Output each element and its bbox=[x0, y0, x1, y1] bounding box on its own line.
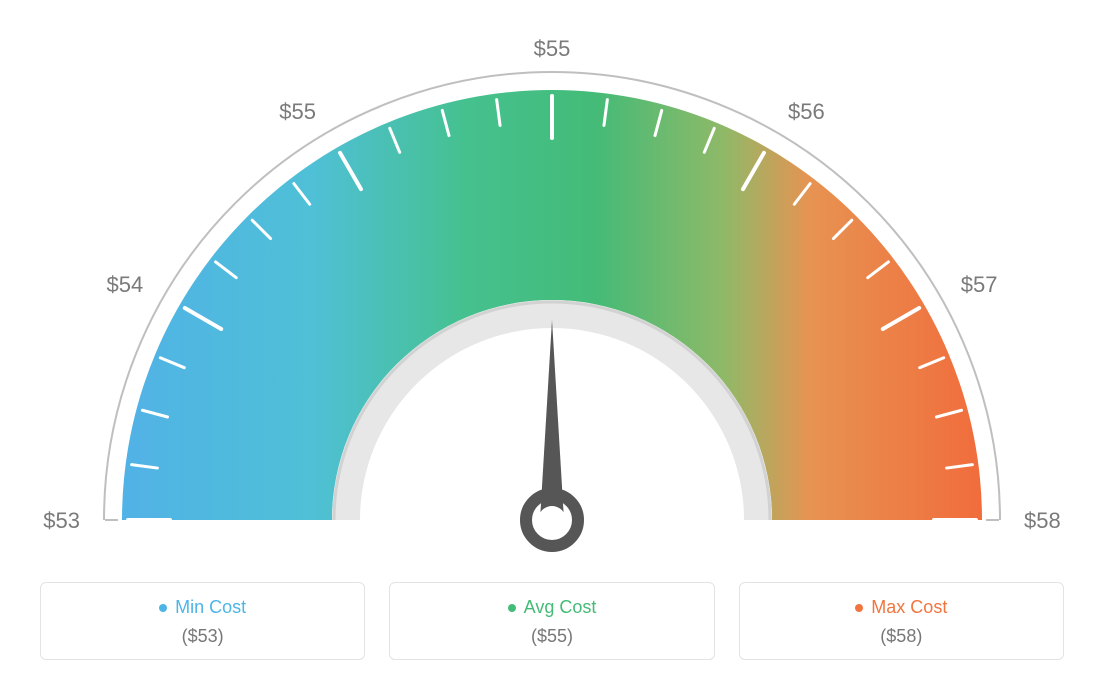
gauge-scale-label: $58 bbox=[1024, 508, 1061, 533]
gauge-scale-label: $54 bbox=[107, 272, 144, 297]
gauge-scale-label: $55 bbox=[534, 36, 571, 61]
legend-value-min: ($53) bbox=[51, 626, 354, 647]
legend-label-min: Min Cost bbox=[175, 597, 246, 618]
legend-card-avg: Avg Cost ($55) bbox=[389, 582, 714, 660]
cost-gauge-chart: $53 $54 $55 $55 $56 $57 $58 Min Cost ($53) Avg… bbox=[0, 0, 1104, 690]
legend-value-avg: ($55) bbox=[400, 626, 703, 647]
gauge-svg: $53 $54 $55 $55 $56 $57 $58 bbox=[0, 0, 1104, 560]
legend-title-max: Max Cost bbox=[855, 597, 947, 618]
legend-value-max: ($58) bbox=[750, 626, 1053, 647]
legend-title-avg: Avg Cost bbox=[508, 597, 597, 618]
legend-dot-max bbox=[855, 604, 863, 612]
legend-label-max: Max Cost bbox=[871, 597, 947, 618]
gauge-scale-label: $57 bbox=[961, 272, 998, 297]
legend-card-max: Max Cost ($58) bbox=[739, 582, 1064, 660]
gauge-scale-label: $55 bbox=[279, 99, 316, 124]
gauge-area: $53 $54 $55 $55 $56 $57 $58 bbox=[0, 0, 1104, 560]
gauge-scale-label: $56 bbox=[788, 99, 825, 124]
gauge-needle-hub-inner bbox=[538, 506, 566, 534]
legend-dot-avg bbox=[508, 604, 516, 612]
gauge-scale-label: $53 bbox=[43, 508, 80, 533]
legend-card-min: Min Cost ($53) bbox=[40, 582, 365, 660]
legend-row: Min Cost ($53) Avg Cost ($55) Max Cost (… bbox=[0, 582, 1104, 660]
legend-label-avg: Avg Cost bbox=[524, 597, 597, 618]
legend-title-min: Min Cost bbox=[159, 597, 246, 618]
legend-dot-min bbox=[159, 604, 167, 612]
